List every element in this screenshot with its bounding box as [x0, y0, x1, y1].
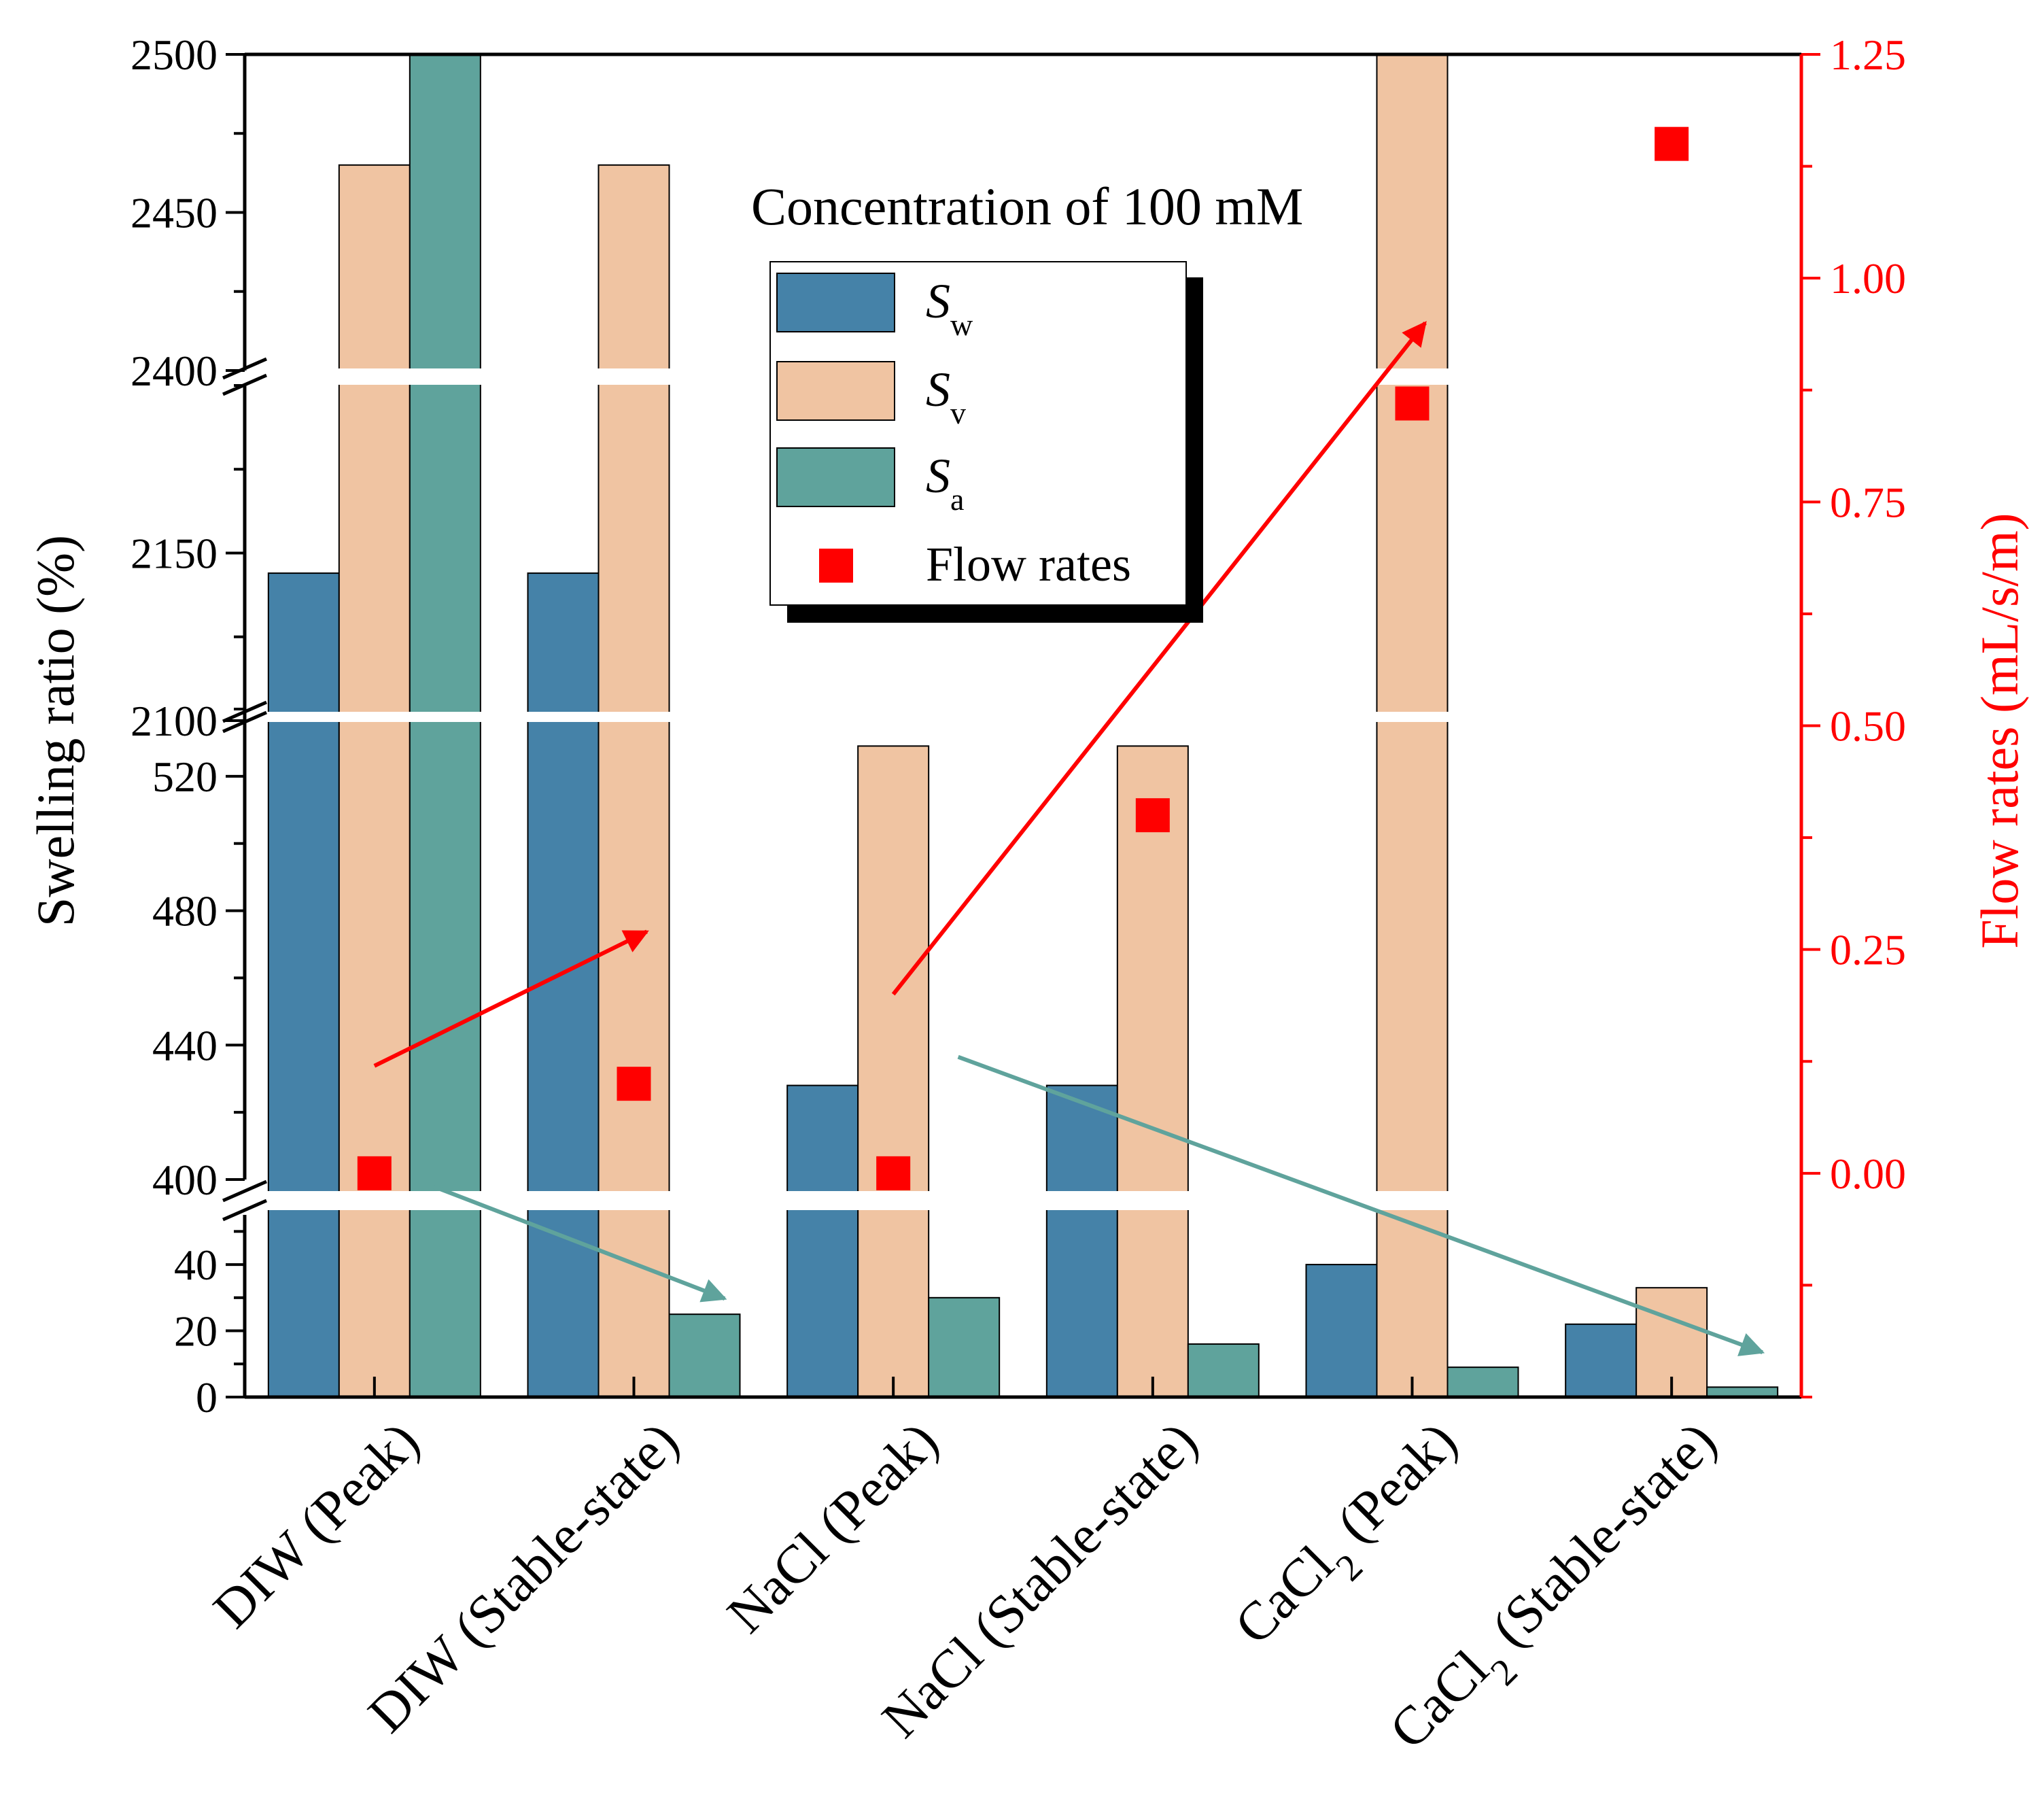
bar-Sv-4 [1116, 745, 1189, 1398]
trend-arrows [373, 321, 1765, 1356]
bar-Sa-3 [928, 1296, 1001, 1398]
axis-break-mark [222, 1180, 268, 1203]
axis-break-mark [222, 373, 268, 396]
y-tick-label: 2400 [131, 347, 218, 395]
left-y-axis: 0 20 40 400 440 480 520 2100 2150 2400 2450 2500 [131, 31, 268, 1422]
y2-tick-label: 0.00 [1830, 1150, 1906, 1198]
legend-swatch-flow-rates [819, 549, 853, 583]
y-tick-label: 440 [152, 1021, 218, 1069]
legend: Sw Sv Sa Flow rates [769, 261, 1203, 623]
y-tick-label: 2100 [131, 697, 218, 745]
y2-tick-label: 0.50 [1830, 702, 1906, 751]
axis-break-mark [222, 710, 268, 734]
axis-break-mark [222, 700, 268, 723]
bar-Sa-5 [1447, 1366, 1519, 1398]
axis-break-gap-2 [247, 712, 1799, 722]
legend-label-Sa: Sa [926, 449, 964, 517]
y2-tick-label: 0.25 [1830, 926, 1906, 974]
right-y-axis: 0.00 0.25 0.50 0.75 1.00 1.25 [1801, 31, 1906, 1398]
bar-Sa-2 [668, 1313, 741, 1398]
y-tick-label: 480 [152, 887, 218, 935]
y2-tick-label: 0.75 [1830, 478, 1906, 526]
legend-swatch-Sv [776, 361, 895, 421]
flow-rate-markers [357, 126, 1689, 1190]
flow-rate-point-5 [1395, 386, 1430, 421]
y-tick-label: 2450 [131, 189, 218, 237]
x-tick-label: NaCl (Peak) [716, 1411, 949, 1645]
bar-Sa-4 [1187, 1343, 1260, 1398]
bar-Sw-1 [267, 572, 340, 1398]
flow-rate-point-4 [1135, 798, 1170, 833]
legend-label-Sw: Sw [926, 274, 973, 342]
legend-label-Sv: Sv [926, 362, 966, 430]
x-tick-label: CaCl2 (Peak) [1224, 1411, 1480, 1668]
y-tick-label: 40 [174, 1241, 218, 1289]
legend-swatch-Sa [776, 447, 895, 507]
flow-rate-point-3 [876, 1156, 911, 1190]
legend-label-flow-rates: Flow rates [926, 537, 1131, 591]
legend-swatch-Sw [776, 273, 895, 332]
bar-Sv-1 [338, 164, 411, 1398]
y-tick-label: 2150 [131, 530, 218, 578]
bar-Sv-3 [857, 745, 930, 1398]
trend-arrow-2 [891, 321, 1427, 996]
y-tick-label: 400 [152, 1156, 218, 1204]
bar-Sw-6 [1565, 1323, 1638, 1398]
y2-tick-label: 1.25 [1830, 31, 1906, 79]
y2-axis-title: Flow rates (mL/s/m) [1970, 513, 2029, 948]
axis-break-mark [222, 1199, 268, 1222]
y-axis-title: Swelling ratio (%) [26, 535, 85, 927]
trend-arrow-4 [957, 1054, 1765, 1356]
trend-arrow-3 [433, 1184, 727, 1303]
flow-rate-point-2 [617, 1067, 651, 1101]
y-tick-label: 2500 [131, 31, 218, 79]
bar-Sv-2 [597, 164, 670, 1398]
y-tick-label: 20 [174, 1307, 218, 1356]
axis-break-gap-1 [247, 1191, 1799, 1210]
x-tick-label: DIW (Peak) [202, 1411, 430, 1640]
chart-title: Concentration of 100 mM [751, 177, 1303, 236]
flow-rate-point-6 [1655, 126, 1689, 161]
bar-Sw-5 [1305, 1264, 1378, 1398]
x-axis: DIW (Peak)DIW (Stable-state) NaCl (Peak)N… [202, 1377, 1728, 1761]
axis-break-mark [222, 357, 268, 380]
y-tick-label: 520 [152, 753, 218, 801]
bar-Sw-4 [1045, 1084, 1118, 1398]
flow-rate-point-1 [357, 1156, 392, 1190]
trend-arrow-1 [373, 929, 649, 1068]
bar-Sw-3 [786, 1084, 859, 1398]
y-tick-label: 0 [196, 1373, 218, 1422]
y2-tick-label: 1.00 [1830, 254, 1906, 303]
